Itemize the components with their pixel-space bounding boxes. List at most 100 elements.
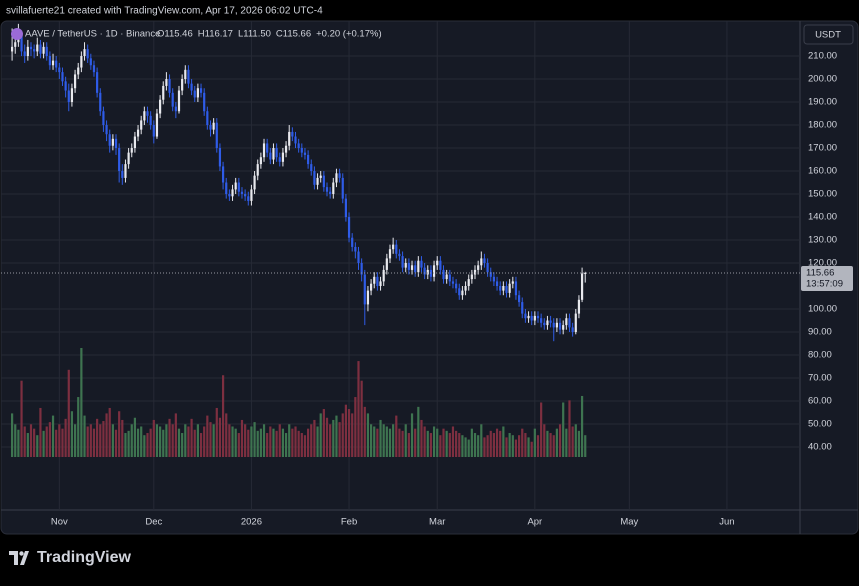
candle-body (168, 79, 171, 93)
volume-bar (96, 418, 99, 457)
ohlc-legend: O115.46 H116.17 L111.50 C115.66 +0.20 (+0.17… (157, 29, 382, 40)
volume-bar (392, 424, 395, 457)
volume-bar (398, 428, 401, 457)
candle-body (310, 164, 313, 172)
volume-bar (448, 433, 451, 457)
candle-body (284, 145, 288, 153)
candle-body (467, 279, 470, 287)
volume-bar (316, 426, 319, 457)
volume-bar (127, 430, 130, 457)
candle-body (524, 313, 527, 319)
candle-body (300, 148, 303, 153)
price-change: +0.20 (+0.17%) (316, 29, 382, 40)
candle-body (36, 44, 39, 52)
candle-body (152, 125, 155, 137)
symbol[interactable]: AAVE / TetherUS · 1D · Binance (25, 29, 160, 40)
candle-body (20, 35, 23, 52)
y-tick-label: 150.00 (808, 189, 837, 200)
candle-body (442, 269, 445, 280)
volume-bar (395, 415, 398, 457)
candle-body (521, 302, 524, 314)
candle-body (483, 258, 486, 264)
candle-body (499, 286, 502, 291)
volume-bar (451, 426, 455, 457)
volume-bar (568, 400, 571, 457)
volume-bar (77, 397, 80, 457)
candle-body (165, 79, 168, 86)
volume-bar (558, 424, 562, 457)
volume-bar (470, 428, 473, 457)
volume-bar (155, 424, 159, 457)
candle-body (562, 325, 565, 330)
ohlc-value: H116.17 (198, 29, 233, 40)
volume-bar (536, 435, 540, 457)
volume-bar (159, 426, 162, 457)
candle-body (473, 269, 477, 275)
volume-bar (565, 428, 568, 457)
volume-bar (262, 424, 266, 457)
volume-bar (26, 433, 29, 457)
brand-logo (9, 551, 29, 565)
volume-bar (212, 424, 215, 457)
candle-body (130, 148, 133, 153)
y-tick-label: 50.00 (808, 419, 832, 430)
y-tick-label: 60.00 (808, 396, 832, 407)
volume-bar (146, 433, 149, 457)
volume-bar (225, 413, 228, 457)
candle-body (451, 281, 455, 284)
candle-body (369, 283, 373, 291)
y-tick-label: 130.00 (808, 235, 837, 246)
y-tick-label: 140.00 (808, 212, 837, 223)
currency[interactable]: USDT (815, 30, 841, 41)
volume-bar (237, 433, 240, 457)
volume-bar (354, 397, 357, 457)
volume-bar (10, 413, 14, 457)
candle-body (338, 173, 341, 178)
candle-body (303, 152, 307, 155)
candle-body (376, 276, 379, 287)
volume-bar (45, 426, 48, 457)
candle-body (228, 194, 231, 197)
volume-bar (552, 435, 555, 457)
volume-bar (190, 418, 193, 457)
candle-body (382, 269, 385, 282)
volume-bar (549, 433, 552, 457)
volume-bar (329, 424, 332, 457)
volume-bar (455, 430, 458, 457)
candle-body (335, 173, 338, 183)
candle-body (319, 175, 322, 178)
candle-body (584, 272, 587, 274)
volume-bar (152, 419, 155, 457)
candle-body (80, 56, 83, 68)
candle-body (23, 51, 26, 57)
candle-body (10, 46, 14, 52)
candle-body (124, 164, 127, 178)
volume-bar (177, 428, 181, 457)
candle-body (181, 79, 184, 91)
volume-bar (288, 424, 291, 457)
candle-body (486, 263, 489, 273)
volume-bar (464, 437, 467, 457)
y-tick-label: 100.00 (808, 304, 837, 315)
volume-bar (445, 430, 448, 457)
volume-bar (209, 422, 212, 457)
volume-bar (404, 424, 407, 457)
candle-body (351, 237, 354, 247)
volume-bar (584, 435, 587, 457)
candle-body (558, 322, 562, 330)
volume-bar (234, 428, 237, 457)
volume-bar (244, 424, 247, 457)
candle-body (401, 256, 404, 268)
volume-bar (206, 415, 209, 457)
candle-body (574, 313, 577, 333)
candle-body (417, 260, 420, 273)
volume-bar (414, 428, 417, 457)
volume-bar (203, 426, 206, 457)
brand-name: TradingView (37, 549, 132, 566)
volume-pane (10, 348, 587, 457)
candle-body (291, 131, 294, 137)
volume-bar (124, 433, 127, 457)
candle-body (552, 322, 555, 328)
currency-box[interactable] (803, 24, 854, 45)
